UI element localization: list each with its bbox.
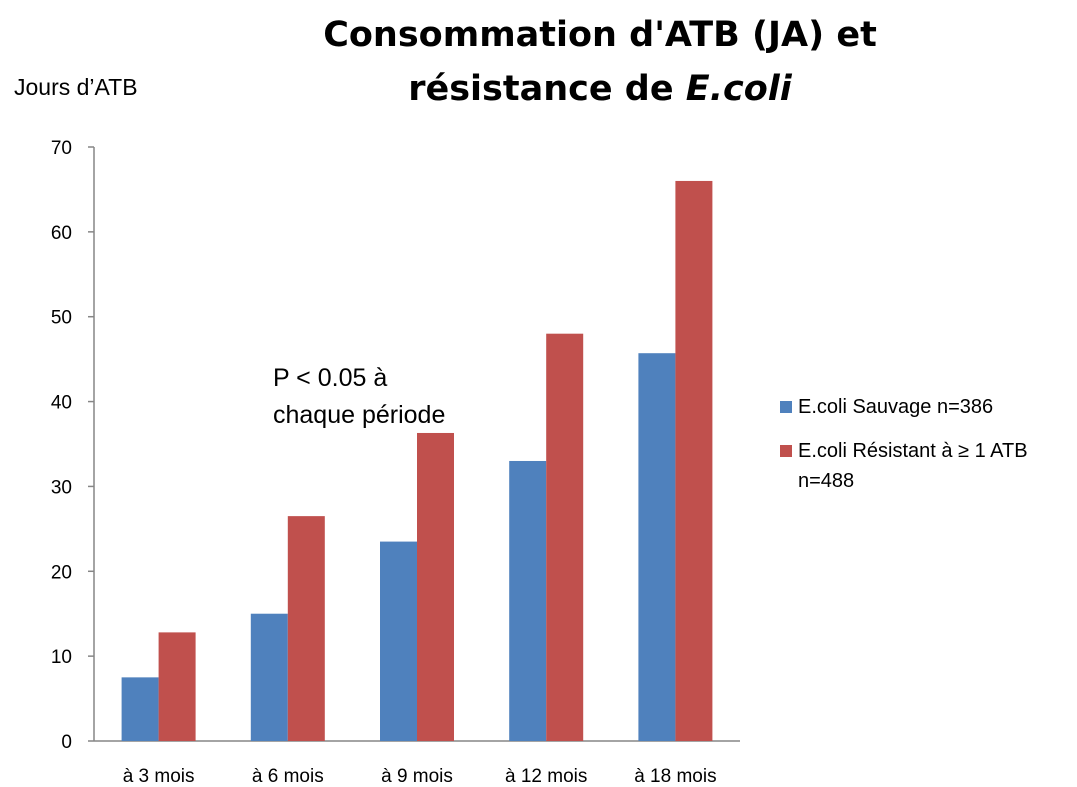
x-tick-label: à 9 mois [381,766,453,787]
annotation-line-1: P < 0.05 à [273,364,388,392]
chart-title-line-2-prefix: résistance de [408,69,686,109]
chart-title-line-1: Consommation d'ATB (JA) et [323,15,877,55]
y-tick-label: 10 [51,647,72,668]
legend-item-sauvage: E.coli Sauvage n=386 [780,392,1077,422]
chart-annotation: P < 0.05 à chaque période [273,360,445,434]
y-tick-label: 20 [51,562,72,583]
y-axis-label: Jours d’ATB [14,74,138,100]
chart-title: Consommation d'ATB (JA) et résistance de… [250,8,950,116]
y-tick-label: 40 [51,393,72,414]
y-tick-label: 50 [51,308,72,329]
legend: E.coli Sauvage n=386 E.coli Résistant à … [780,392,1077,510]
legend-item-resistant: E.coli Résistant à ≥ 1 ATB n=488 [780,436,1077,496]
bar-resistant [287,516,325,741]
y-tick-label: 60 [51,223,72,244]
x-tick-label: à 18 mois [634,766,716,787]
chart-title-line-2-italic: E.coli [685,69,792,109]
bar-sauvage [250,613,288,741]
annotation-line-2: chaque période [273,401,446,429]
bar-sauvage [509,460,547,741]
bar-resistant [417,432,454,741]
x-tick-label: à 6 mois [252,766,324,787]
legend-label-resistant: E.coli Résistant à ≥ 1 ATB n=488 [798,440,1028,492]
x-tick-label: à 12 mois [505,766,587,787]
chart-title-line-2: résistance de E.coli [250,62,950,116]
bar-sauvage [380,541,417,741]
y-tick-label: 0 [61,732,72,753]
bar-resistant [158,632,196,741]
bar-sauvage [638,353,676,741]
legend-swatch-sauvage [780,401,792,413]
legend-label-sauvage: E.coli Sauvage n=386 [798,396,994,418]
y-tick-label: 30 [51,477,72,498]
bar-resistant [546,333,584,741]
bar-resistant [675,180,713,741]
bar-sauvage [121,677,159,741]
legend-swatch-resistant [780,445,792,457]
x-tick-label: à 3 mois [123,766,195,787]
y-tick-label: 70 [51,138,72,159]
